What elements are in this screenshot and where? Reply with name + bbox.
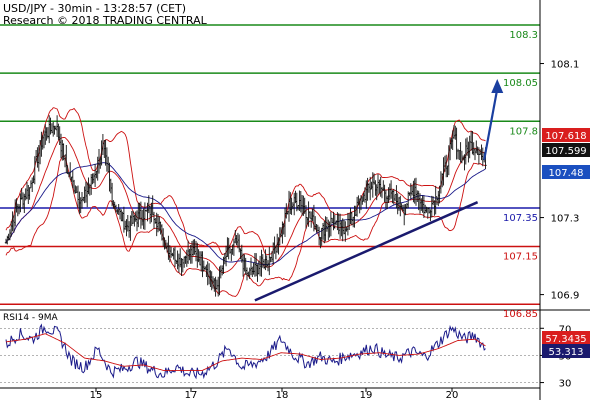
- rsi-title: RSI14 - 9MA: [3, 313, 58, 323]
- price-tag-box-2: [542, 165, 590, 179]
- x-tick-label-3: 19: [360, 390, 373, 400]
- forecast-arrow-shaft: [483, 88, 499, 161]
- ohlc-bars: [4, 115, 487, 297]
- moving-average-20: [5, 137, 486, 274]
- x-tick-label-1: 17: [185, 390, 198, 400]
- chart-title: USD/JPY - 30min - 13:28:57 (CET): [3, 2, 187, 15]
- bollinger-upper: [5, 107, 486, 256]
- level-label-0: 108.3: [509, 30, 538, 41]
- rsi-ma-line: [5, 333, 486, 371]
- rsi-tag-1: 53.313: [549, 347, 584, 358]
- level-label-2: 107.8: [509, 126, 538, 137]
- forecast-arrow-head: [491, 78, 504, 93]
- rsi-tag-0: 57.3435: [545, 334, 586, 345]
- x-tick-label-0: 15: [90, 390, 103, 400]
- price-tag-box-1: [542, 143, 590, 157]
- level-label-3: 107.35: [503, 213, 538, 224]
- rsi-y-tick-label-0: 30: [559, 379, 572, 390]
- x-tick-label-2: 18: [276, 390, 289, 400]
- level-label-1: 108.05: [503, 78, 538, 89]
- x-tick-label-4: 20: [446, 390, 459, 400]
- y-tick-label-0: 106.9: [551, 291, 580, 302]
- level-label-4: 107.15: [503, 251, 538, 262]
- bollinger-lower: [5, 155, 486, 297]
- rsi-tag-box-0: [542, 331, 590, 345]
- rsi-line: [5, 323, 486, 380]
- rsi-tag-box-1: [542, 344, 590, 358]
- price-tag-1: 107.599: [545, 146, 586, 157]
- rsi-y-tick-label-2: 70: [559, 324, 572, 335]
- price-tag-0: 107.618: [545, 131, 586, 142]
- chart-credit: Research © 2018 TRADING CENTRAL: [3, 14, 207, 27]
- price-tag-2: 107.48: [549, 168, 584, 179]
- trend-line: [254, 201, 479, 302]
- level-label-5: 106.85: [503, 309, 538, 320]
- y-tick-label-1: 107.3: [551, 214, 580, 225]
- y-tick-label-2: 108.1: [551, 60, 580, 71]
- price-tag-box-0: [542, 128, 590, 142]
